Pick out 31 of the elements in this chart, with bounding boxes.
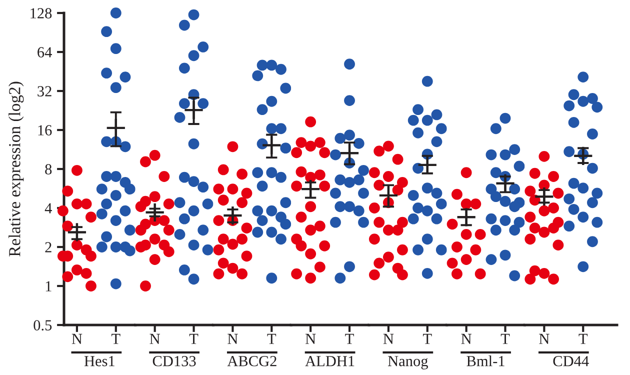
x-tick-label: T [500,334,510,344]
x-tick-label: T [578,334,588,344]
x-axis-title: Bml-1 [466,356,504,366]
x-axis-title: Hes1 [84,356,114,366]
x-tick-label: T [267,334,276,344]
y-tick-label: 1 [46,281,52,292]
y-axis-title: Relative expression (log2) [8,82,24,256]
x-tick-label: N [461,334,472,344]
x-tick-label: T [189,334,198,344]
x-tick-label: T [422,334,432,344]
x-tick-label: T [345,334,354,344]
y-tick-label: 0.5 [34,320,52,331]
x-tick-label: N [228,334,238,344]
y-tick-label: 4 [44,203,52,214]
x-tick-label: N [72,334,82,344]
y-tick-label: 32 [38,86,52,96]
x-axis-title: CD133 [152,356,196,366]
x-axis-title: Nanog [388,356,428,370]
x-axis-title: ALDH1 [305,356,354,366]
x-tick-label: T [112,334,120,344]
x-tick-label: N [539,334,550,344]
y-tick-label: 16 [38,125,52,136]
x-tick-label: N [383,334,394,344]
y-tick-label: 128 [30,8,52,18]
x-tick-label: N [150,334,160,344]
y-tick-label: 64 [38,47,52,58]
x-tick-label: N [306,334,316,344]
y-tick-label: 8 [45,164,52,174]
y-tick-label: 2 [45,242,52,252]
x-axis-title: ABCG2 [227,356,276,366]
x-axis-title: CD44 [553,356,589,366]
